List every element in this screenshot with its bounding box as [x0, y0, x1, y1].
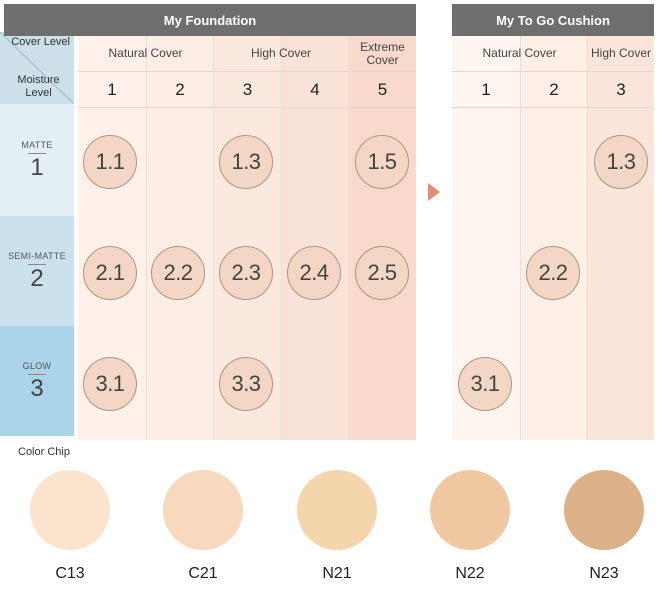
- color-chip-label: N21: [322, 565, 352, 582]
- cover-level-number: 1: [78, 72, 146, 108]
- cushion-column-3: 3: [587, 36, 654, 440]
- shade-circle: 2.5: [355, 246, 409, 300]
- color-chip-swatch: [564, 470, 644, 550]
- color-chip-title: Color Chip: [18, 446, 70, 458]
- cover-group-high: High Cover: [587, 36, 654, 72]
- shade-circle: 1.5: [355, 135, 409, 189]
- moisture-level: 2: [30, 265, 44, 292]
- moisture-axis: Cover Level Moisture Level MATTE 1 SEMI-…: [0, 32, 74, 436]
- cover-level-number: 5: [349, 72, 416, 108]
- shade-circle: 3.1: [458, 357, 512, 411]
- cover-group-natural: Natural Cover: [78, 36, 213, 72]
- moisture-divider: [28, 153, 46, 154]
- foundation-title: My Foundation: [4, 4, 416, 36]
- moisture-divider: [28, 374, 46, 375]
- cover-level-axis-label: Cover Level: [11, 36, 70, 48]
- cover-level-number: 4: [282, 72, 348, 108]
- moisture-level: 1: [30, 154, 44, 181]
- color-chip-swatch: [30, 470, 110, 550]
- cushion-column-2: 2: [520, 36, 587, 440]
- moisture-row-glow: GLOW 3: [0, 326, 74, 436]
- cover-level-number: 3: [214, 72, 281, 108]
- shade-circle: 2.2: [151, 246, 205, 300]
- color-chip-label: C21: [188, 565, 218, 582]
- shade-circle: 2.2: [526, 246, 580, 300]
- shade-circle: 1.1: [83, 135, 137, 189]
- shade-circle: 2.1: [83, 246, 137, 300]
- moisture-name: GLOW: [22, 361, 52, 371]
- foundation-panel: My Foundation 1 2 3 4 5 Natural Cover Hi…: [4, 4, 416, 440]
- arrow-right-icon: [428, 183, 440, 201]
- foundation-column-5: 5: [348, 36, 416, 440]
- shade-circle: 1.3: [594, 135, 648, 189]
- foundation-column-4: 4: [281, 36, 348, 440]
- color-chip-label: N23: [589, 565, 619, 582]
- cover-group-extreme: Extreme Cover: [348, 36, 416, 72]
- cushion-title: My To Go Cushion: [452, 4, 654, 36]
- shade-circle: 2.3: [219, 246, 273, 300]
- cushion-grid: 1 2 3 Natural Cover High Cover: [452, 36, 654, 440]
- shade-circle: 3.3: [219, 357, 273, 411]
- shade-circle: 1.3: [219, 135, 273, 189]
- table-corner-header: Cover Level Moisture Level: [0, 32, 74, 104]
- color-chip-swatch: [163, 470, 243, 550]
- moisture-level: 3: [30, 375, 44, 402]
- color-chip-label: C13: [55, 565, 85, 582]
- color-chip-label: N22: [455, 565, 485, 582]
- color-chip-swatch: [430, 470, 510, 550]
- corner-diagonal: [0, 32, 74, 104]
- color-chip-swatch: [297, 470, 377, 550]
- cushion-panel: My To Go Cushion 1 2 3 Natural Cover Hig…: [452, 4, 654, 440]
- moisture-row-matte: MATTE 1: [0, 104, 74, 216]
- cover-group-high: High Cover: [213, 36, 348, 72]
- shade-circle: 2.4: [287, 246, 341, 300]
- cover-level-number: 2: [147, 72, 213, 108]
- moisture-name: MATTE: [21, 140, 53, 150]
- cover-level-number: 3: [588, 72, 654, 108]
- moisture-row-semi-matte: SEMI-MATTE 2: [0, 216, 74, 326]
- moisture-divider: [28, 264, 46, 265]
- foundation-column-2: 2: [146, 36, 213, 440]
- cover-group-natural: Natural Cover: [452, 36, 587, 72]
- moisture-level-axis-label: Moisture Level: [17, 74, 60, 99]
- shade-circle: 3.1: [83, 357, 137, 411]
- moisture-name: SEMI-MATTE: [8, 251, 66, 261]
- cover-level-number: 2: [521, 72, 587, 108]
- cover-level-number: 1: [452, 72, 520, 108]
